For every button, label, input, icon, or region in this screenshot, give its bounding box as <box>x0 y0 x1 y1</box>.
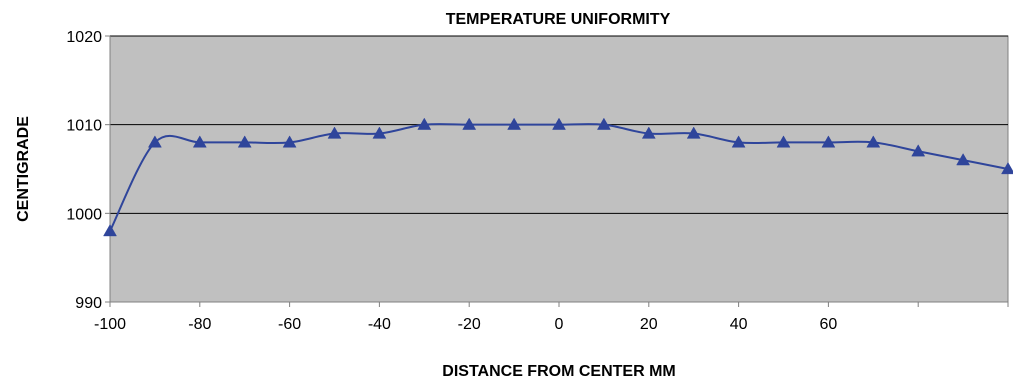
data-point-marker <box>507 117 522 130</box>
data-point-marker <box>956 153 971 166</box>
data-point-marker <box>417 117 432 130</box>
x-tick-label: 20 <box>640 316 658 333</box>
data-point-marker <box>596 117 611 130</box>
data-point-marker <box>327 126 342 139</box>
data-point-marker <box>282 135 297 148</box>
data-point-marker <box>641 126 656 139</box>
x-tick-label: -80 <box>188 316 211 333</box>
data-point-marker <box>911 144 926 157</box>
x-tick-label: 40 <box>730 316 748 333</box>
data-point-marker <box>372 126 387 139</box>
x-tick-label: 60 <box>820 316 838 333</box>
data-point-marker <box>103 224 117 237</box>
tick-labels: 990 1000 1010 1020 -100 -80 -60 -40 -20 0 20 40 60 <box>66 29 837 333</box>
data-point-marker <box>731 135 746 148</box>
data-point-marker <box>821 135 836 148</box>
data-point-marker <box>462 117 477 130</box>
x-tick-label: 0 <box>555 316 564 333</box>
data-point-marker <box>552 117 566 130</box>
y-tick-label: 1010 <box>66 118 102 135</box>
data-point-marker <box>866 135 881 148</box>
data-point-marker <box>147 135 162 148</box>
y-axis-label: CENTIGRADE <box>15 116 32 222</box>
series-layer <box>103 117 1013 237</box>
x-tick-label: -20 <box>458 316 481 333</box>
x-tick-label: -100 <box>94 316 126 333</box>
y-tick-label: 1000 <box>66 206 102 223</box>
plot-area <box>109 35 1009 303</box>
x-axis-label: DISTANCE FROM CENTER MM <box>442 363 675 380</box>
data-point-marker <box>776 135 791 148</box>
data-point-marker <box>1001 161 1013 175</box>
axes <box>105 35 1009 307</box>
data-point-marker <box>686 126 701 139</box>
y-tick-label: 990 <box>75 295 102 312</box>
chart-title: TEMPERATURE UNIFORMITY <box>446 11 671 28</box>
x-tick-label: -60 <box>278 316 301 333</box>
data-point-marker <box>192 135 207 148</box>
x-tick-label: -40 <box>368 316 391 333</box>
y-tick-label: 1020 <box>66 29 102 46</box>
data-point-marker <box>237 135 252 148</box>
